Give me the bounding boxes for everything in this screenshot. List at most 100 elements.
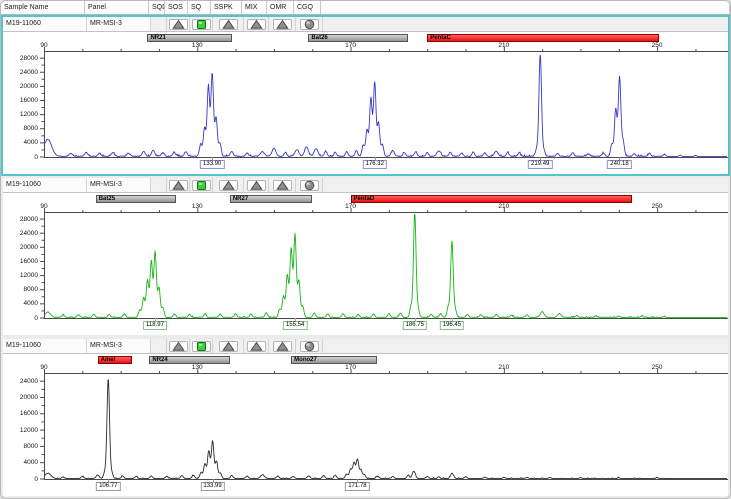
electropherogram-plot[interactable] [3,193,728,335]
cgq-flag-button[interactable] [299,340,319,352]
flag-cell-mix [244,339,269,353]
mix-flag-button[interactable] [246,340,266,352]
y-axis-tick-label: 8000 [23,125,38,133]
y-axis-tick-label: 28000 [19,54,38,62]
flag-cell-mix [244,17,269,31]
sspk-flag-button[interactable] [218,179,238,191]
sample-block: M19-11060 MR-MSI-3 NR21 Bat26 PentaC 90 130 170… [1,15,730,176]
marker-label: Bat25 [98,196,116,202]
marker-bar-nr24: NR24 [149,356,230,364]
sq-flag-button[interactable] [191,340,211,352]
y-axis-tick-label: 24000 [19,68,38,76]
triangle-flag-icon [275,19,289,29]
omr-flag-button[interactable] [272,18,292,30]
flag-cell-sspk [213,17,244,31]
peak-position-tick [451,318,453,321]
sample-block: M19-11060 MR-MSI-3 Bat25 NR27 PentaD 90 130 170… [1,176,730,337]
x-axis-tick-label: 170 [345,42,356,49]
marker-bar-nr21: NR21 [147,34,232,42]
trace-line [44,213,727,318]
y-axis-tick-label: 16000 [19,410,38,418]
peak-size-label: 196.45 [439,321,465,330]
sq-flag-button[interactable] [191,179,211,191]
sspk-flag-button[interactable] [218,340,238,352]
triangle-flag-icon [221,341,235,351]
column-header-sspk[interactable]: SSPK [211,1,242,14]
mix-flag-button[interactable] [246,179,266,191]
omr-flag-button[interactable] [272,340,292,352]
row-filler [323,17,728,31]
column-header-omr[interactable]: OMR [267,1,294,14]
sample-row[interactable]: M19-11060 MR-MSI-3 [3,339,728,354]
peak-position-tick [540,157,542,160]
sos-flag-button[interactable] [168,18,188,30]
flag-cell-sq [190,339,213,353]
flag-cell-omr [269,17,296,31]
peak-size-label: 133.99 [200,482,225,491]
x-axis-tick-label: 90 [40,364,48,371]
sample-blocks: M19-11060 MR-MSI-3 NR21 Bat26 PentaC 90 130 170… [1,15,730,498]
sq-flag-button[interactable] [191,18,211,30]
x-axis-tick-label: 90 [40,203,48,210]
peak-size-label: 219.49 [528,160,553,169]
sample-row[interactable]: M19-11060 MR-MSI-3 [3,178,728,193]
peak-position-tick [212,479,214,482]
y-axis-tick-label: 0 [34,475,38,483]
mix-flag-button[interactable] [246,18,266,30]
flag-cell-sos [167,339,190,353]
plot-zone: Bat25 NR27 PentaD 90 130 170 210 250 28000 24000 2… [3,193,728,335]
marker-bar-pentad: PentaD [350,195,633,203]
flag-cell-omr [269,178,296,192]
panel-name: MR-MSI-3 [87,178,151,192]
sos-flag-button[interactable] [168,179,188,191]
peak-position-tick [374,157,376,160]
marker-bar-pentac: PentaC [427,34,660,42]
peak-size-label: 176.32 [362,160,387,169]
electropherogram-plot[interactable] [3,32,728,174]
column-header-sos[interactable]: SOS [165,1,188,14]
column-header-mix[interactable]: MIX [242,1,267,14]
y-axis-tick-label: 8000 [23,286,38,294]
flag-cell-cgq [296,178,323,192]
column-header-sqd[interactable]: SQD [149,1,165,14]
trace-line [44,379,727,479]
x-axis-tick-label: 250 [651,203,663,210]
y-axis-tick-label: 4000 [23,459,38,467]
sspk-flag-button[interactable] [218,18,238,30]
sample-block: M19-11060 MR-MSI-3 Amel NR24 Mono27 90 130 170 2… [1,337,730,498]
y-axis-tick-label: 12000 [19,111,38,119]
triangle-flag-icon [249,180,263,190]
omr-flag-button[interactable] [272,179,292,191]
triangle-flag-icon [249,341,263,351]
column-header-panel[interactable]: Panel [85,1,149,14]
panel-name: MR-MSI-3 [87,339,151,353]
column-header-cgq[interactable]: CGQ [294,1,321,14]
cgq-flag-button[interactable] [299,18,319,30]
marker-bar-bat26: Bat26 [308,34,409,42]
flag-cell-sspk [213,178,244,192]
flag-cell-sqd [151,17,167,31]
triangle-flag-icon [275,341,289,351]
y-axis-tick-label: 28000 [19,215,38,223]
x-axis-tick-label: 250 [651,42,663,49]
column-header-sample-name[interactable]: Sample Name [1,1,85,14]
y-axis-tick-label: 0 [34,314,38,322]
peak-position-tick [212,157,214,160]
green-square-flag-icon [196,19,206,29]
marker-label: PentaC [430,35,451,41]
peak-position-tick [414,318,416,321]
electropherogram-plot[interactable] [3,354,728,496]
sos-flag-button[interactable] [168,340,188,352]
y-axis-tick-label: 8000 [23,442,38,450]
sample-name: M19-11060 [3,178,87,192]
sample-row[interactable]: M19-11060 MR-MSI-3 [3,17,728,32]
flag-cell-omr [269,339,296,353]
x-axis-tick-label: 130 [191,364,203,371]
column-header-sq[interactable]: SQ [188,1,211,14]
x-axis-tick-label: 250 [651,364,663,371]
cgq-flag-button[interactable] [299,179,319,191]
sphere-flag-icon [304,341,314,351]
flag-cell-cgq [296,339,323,353]
plot-zone: NR21 Bat26 PentaC 90 130 170 210 250 28000 24000 2… [3,32,728,174]
